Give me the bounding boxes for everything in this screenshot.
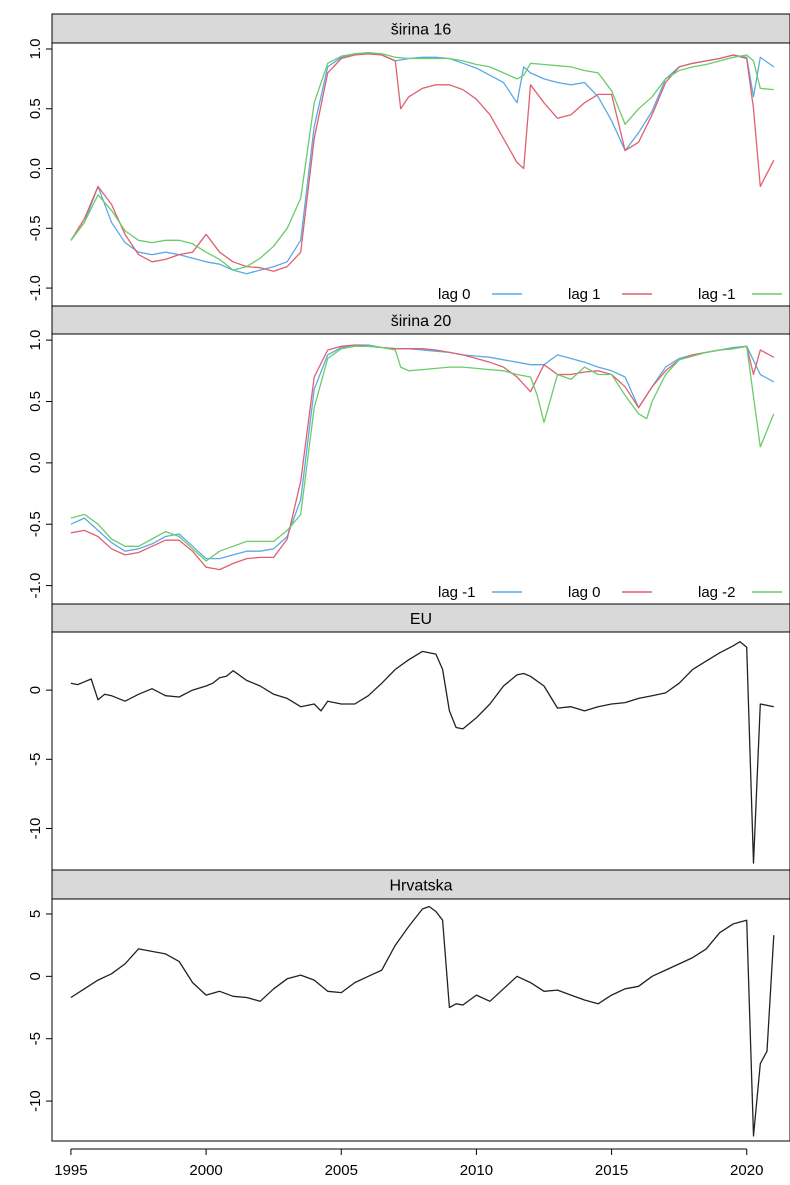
- y-tick-label: 5: [27, 910, 44, 918]
- x-tick-label: 2015: [595, 1162, 628, 1179]
- x-tick-label: 2020: [730, 1162, 763, 1179]
- panel-strip: [51, 13, 790, 44]
- panel-2: EU -10 -5 0: [27, 603, 790, 871]
- panel-title: Hrvatska: [389, 878, 452, 895]
- panel-1: širina 20 -1.0 -0.5 0.0 0.5 1.0 lag -1 lag 0 lag…: [27, 305, 790, 605]
- panel-strip: [51, 869, 790, 900]
- series-line-lag--1: [70, 51, 774, 271]
- series-line-lag-0: [70, 344, 775, 571]
- series-line-value: [70, 641, 774, 864]
- legend-label: lag -1: [438, 584, 476, 601]
- legend-label: lag 0: [438, 286, 471, 303]
- y-tick-label: 0: [27, 972, 44, 980]
- panel-frame: [51, 898, 790, 1142]
- x-tick-label: 2005: [325, 1162, 358, 1179]
- panel-3: Hrvatska -10 -5 0 5 1995 2000 2005 2010 2015 2020: [27, 869, 790, 1179]
- series-line-value: [70, 905, 775, 1137]
- legend-label: lag -1: [698, 286, 736, 303]
- panel-title: EU: [410, 611, 432, 628]
- series-line-lag--2: [70, 345, 775, 562]
- y-tick-label: 0.5: [27, 98, 44, 119]
- y-tick-label: -1.0: [27, 275, 44, 301]
- y-tick-label: -10: [27, 818, 44, 840]
- y-tick-label: -0.5: [27, 511, 44, 537]
- x-tick-label: 2000: [189, 1162, 222, 1179]
- y-tick-label: -10: [27, 1090, 44, 1112]
- y-tick-label: -0.5: [27, 215, 44, 241]
- series-line-lag-1: [70, 53, 775, 272]
- y-tick-label: 0.5: [27, 391, 44, 412]
- y-tick-label: 0.0: [27, 452, 44, 473]
- panel-frame: [51, 333, 790, 605]
- y-tick-label: 1.0: [27, 39, 44, 60]
- x-tick-label: 1995: [54, 1162, 87, 1179]
- panel-0: širina 16 -1.0 -0.5 0.0 0.5 1.0 lag 0 lag 1 lag …: [27, 13, 790, 307]
- panel-strip: [51, 305, 790, 335]
- y-tick-label: -5: [27, 753, 44, 766]
- panel-frame: [51, 631, 790, 871]
- y-tick-label: -1.0: [27, 573, 44, 599]
- y-tick-label: 1.0: [27, 330, 44, 351]
- panel-title: širina 20: [391, 313, 452, 330]
- y-tick-label: 0: [27, 686, 44, 694]
- panel-title: širina 16: [391, 22, 452, 39]
- legend-label: lag 0: [568, 584, 601, 601]
- legend-label: lag -2: [698, 584, 736, 601]
- y-tick-label: 0.0: [27, 158, 44, 179]
- panel-strip: [51, 603, 790, 633]
- x-tick-label: 2010: [460, 1162, 493, 1179]
- panel-frame: [51, 42, 790, 307]
- legend-label: lag 1: [568, 286, 601, 303]
- series-line-lag--1: [70, 344, 775, 560]
- y-tick-label: -5: [27, 1032, 44, 1045]
